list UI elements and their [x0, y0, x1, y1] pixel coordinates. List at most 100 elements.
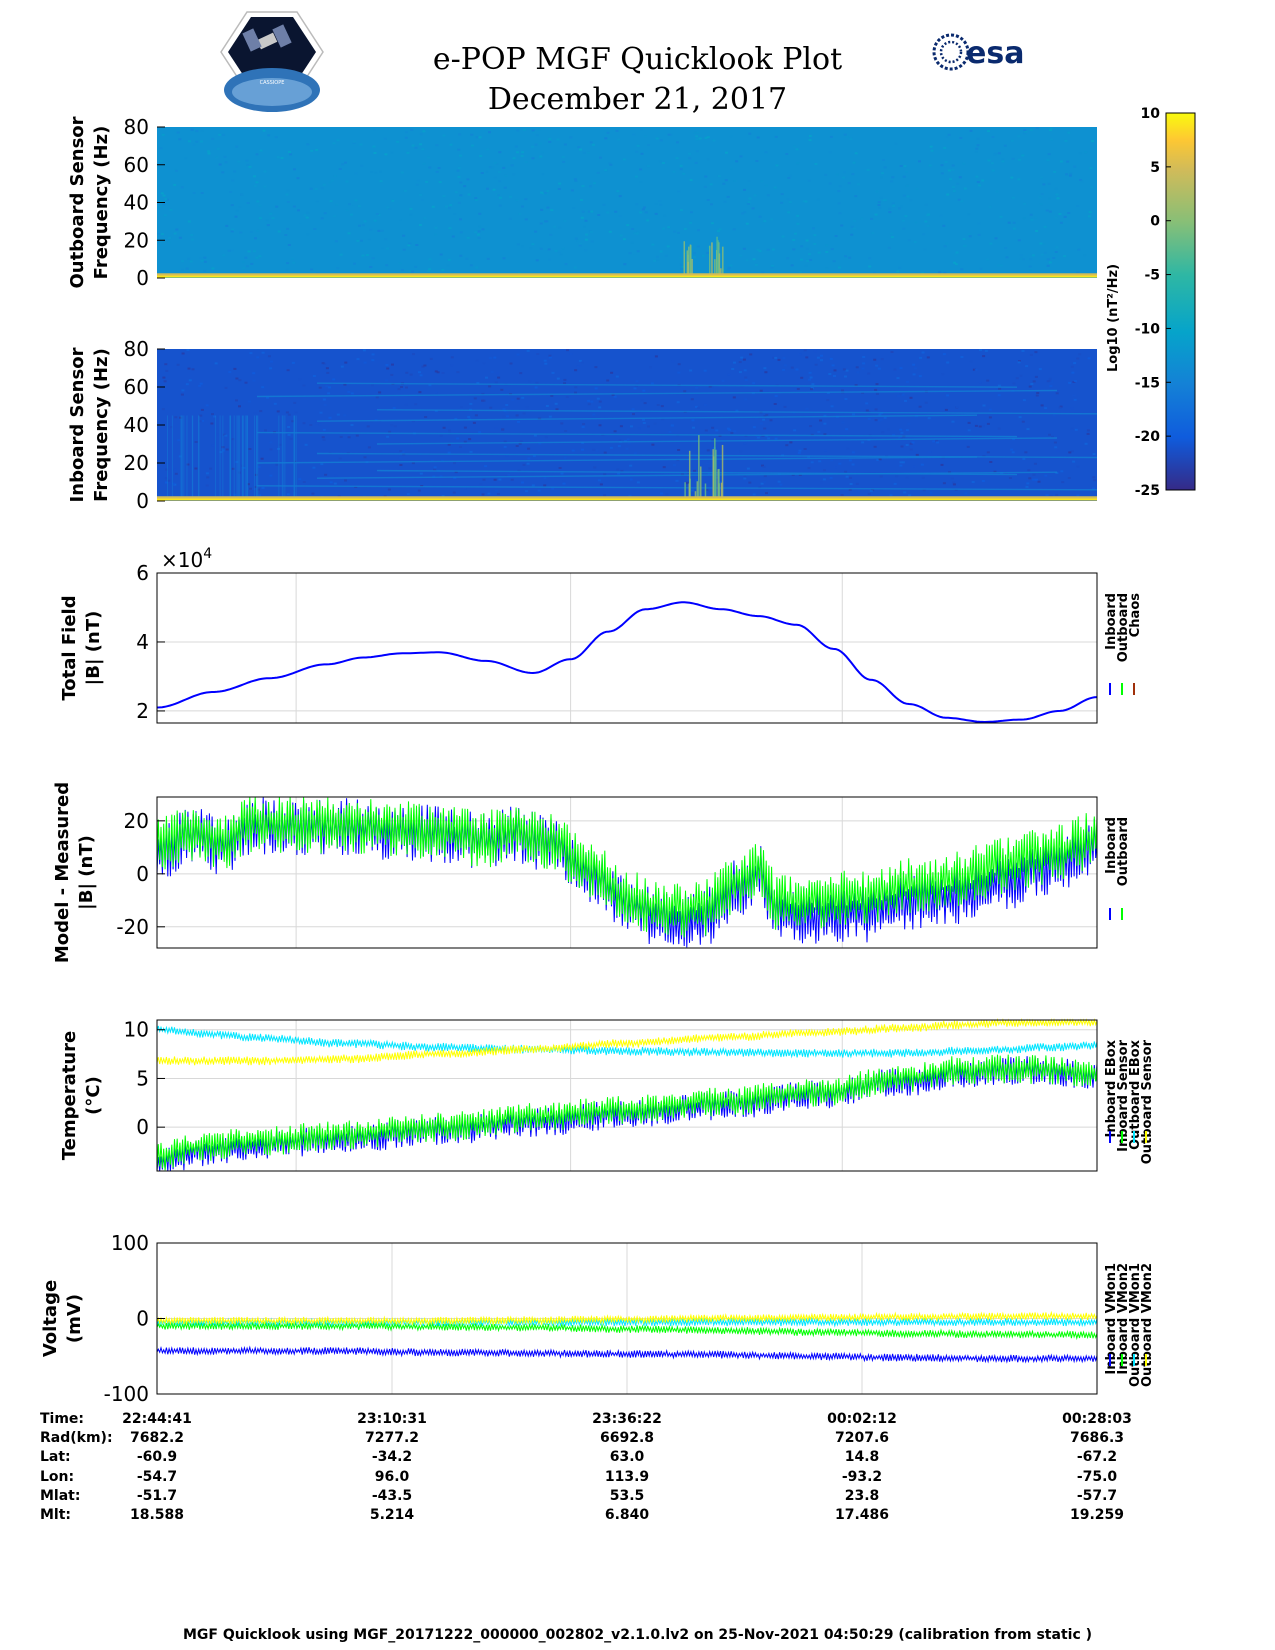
spectrogram-speckle: [763, 475, 767, 478]
spectrogram-speckle: [881, 172, 884, 175]
spectrogram-speckle: [780, 193, 784, 196]
spectrogram-speckle: [793, 145, 796, 148]
spectrogram-speckle: [565, 396, 569, 398]
spectrogram-speckle: [453, 213, 457, 215]
spectrogram-speckle: [1046, 258, 1050, 261]
spectrogram-speckle: [738, 361, 742, 364]
spectrogram-speckle: [1018, 416, 1022, 419]
spectrogram-speckle: [239, 231, 243, 234]
spectrogram-speckle: [796, 388, 800, 390]
spectrogram-speckle: [363, 456, 367, 459]
spectrogram-speckle: [267, 355, 271, 358]
spectrogram-speckle: [159, 160, 163, 162]
spectrogram-speckle: [903, 491, 907, 494]
spectrogram-speckle: [261, 386, 265, 389]
spectrogram-speckle: [286, 493, 290, 496]
spectrogram-speckle: [292, 205, 296, 208]
spectrogram-speckle: [199, 420, 203, 423]
spectrogram-speckle: [906, 380, 909, 383]
spectrogram-speckle: [1035, 230, 1039, 232]
spectrogram-speckle: [942, 224, 946, 227]
spectrogram-speckle: [642, 389, 646, 392]
spectrogram-speckle: [421, 365, 425, 368]
spectrogram-speckle: [1023, 202, 1027, 205]
spectrogram-speckle: [380, 229, 384, 232]
spectrogram-speckle: [851, 463, 855, 466]
spectrogram-speckle: [292, 261, 296, 264]
spectrogram-speckle: [1007, 221, 1011, 224]
spectrogram-speckle: [200, 259, 204, 262]
spectrogram-speckle: [868, 265, 872, 268]
spectrogram-speckle: [1030, 383, 1034, 385]
spectrogram-speckle: [405, 371, 409, 374]
spectrogram-speckle: [833, 375, 836, 377]
orbit-row-label: Mlt:: [40, 1507, 71, 1523]
spectrogram-speckle: [355, 434, 359, 437]
spectrogram-speckle: [1089, 167, 1093, 170]
spectrogram-speckle: [852, 413, 855, 416]
orbit-cell: 6.840: [605, 1507, 650, 1523]
spectrogram-speckle: [940, 463, 944, 466]
spectrogram-speckle: [271, 217, 275, 220]
spectrogram-speckle: [332, 378, 336, 381]
spectrogram-speckle: [211, 444, 215, 447]
spectrogram-speckle: [531, 129, 535, 132]
spectrogram-speckle: [304, 443, 308, 446]
spectrogram-speckle: [918, 405, 922, 408]
spectrogram-speckle: [743, 477, 747, 480]
spectrogram-speckle: [326, 371, 330, 374]
spectrogram-speckle: [828, 373, 832, 375]
spectrogram-speckle: [721, 379, 725, 382]
spectrogram-speckle: [729, 135, 733, 138]
spectrogram-speckle: [581, 210, 585, 213]
spectrogram-speckle: [680, 267, 683, 270]
spectrogram-speckle: [242, 261, 245, 264]
spectrogram-speckle: [643, 206, 646, 209]
spectrogram-speckle: [716, 230, 720, 233]
spectrogram-speckle: [835, 173, 839, 176]
spectrogram-speckle: [448, 227, 452, 230]
spectrogram-speckle: [763, 415, 767, 417]
spectrogram-speckle: [211, 267, 215, 270]
spectrogram-speckle: [808, 253, 811, 256]
spectrogram-speckle: [578, 244, 582, 247]
spectrogram-speckle: [410, 270, 414, 273]
spectrogram-speckle: [881, 431, 885, 434]
spectrogram-speckle: [227, 249, 231, 252]
spectrogram-speckle: [211, 413, 214, 416]
spectrogram-speckle: [1012, 227, 1016, 230]
spectrogram-speckle: [512, 157, 516, 160]
spectrogram-speckle: [967, 421, 971, 424]
spectrogram-speckle: [636, 250, 640, 253]
spectrogram-speckle: [676, 401, 680, 404]
spectrogram-speckle: [191, 238, 194, 241]
spectrogram-speckle: [360, 239, 363, 242]
spectrogram-speckle: [899, 165, 903, 167]
spectrogram-tone: [316, 382, 1018, 388]
spectrogram-speckle: [1059, 160, 1063, 163]
spectrogram-texture: [161, 349, 1097, 500]
spectrogram-speckle: [563, 143, 567, 146]
spectrogram-speckle: [684, 252, 688, 255]
spectrogram-speckle: [401, 269, 404, 272]
spectrogram-speckle: [632, 413, 635, 416]
series-group: [156, 1018, 1098, 1172]
spectrogram-speckle: [704, 175, 708, 178]
spectrogram-speckle: [339, 252, 343, 255]
spectrogram-speckle: [503, 440, 507, 443]
spectrogram-speckle: [592, 143, 595, 146]
spectrogram-speckle: [486, 187, 489, 190]
spectrogram-speckle: [258, 494, 262, 497]
spectrogram-speckle: [1066, 160, 1070, 163]
spectrogram-speckle: [374, 171, 378, 174]
spectrogram-speckle: [524, 198, 528, 201]
spectrogram-speckle: [416, 179, 420, 182]
spectrogram-speckle: [1070, 365, 1074, 368]
spectrogram-speckle: [178, 236, 182, 239]
spectrogram-speckle: [644, 135, 647, 138]
spectrogram-speckle: [481, 493, 485, 496]
spectrogram-speckle: [358, 224, 361, 227]
orbit-cell: 5.214: [370, 1507, 415, 1523]
